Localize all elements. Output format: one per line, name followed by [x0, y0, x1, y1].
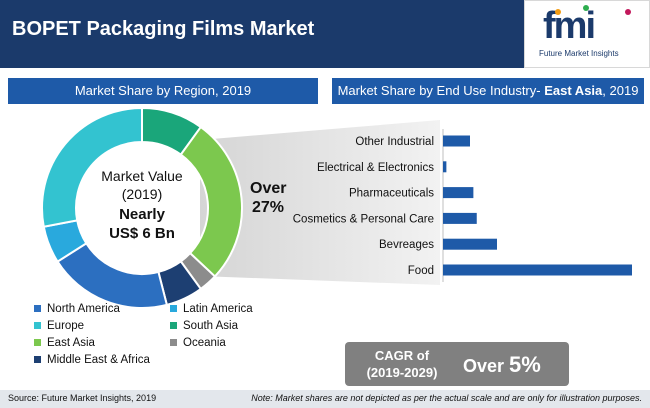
bar-label: Cosmetics & Personal Care [293, 213, 434, 225]
footer: Source: Future Market Insights, 2019 Not… [0, 390, 650, 408]
bar-label: Food [408, 265, 434, 277]
logo-dot-green [583, 5, 589, 11]
legend-label: Latin America [183, 303, 253, 315]
cagr-value: Over 5% [463, 352, 541, 378]
donut-center-line2: (2019) [121, 186, 163, 202]
bar-label: Other Industrial [355, 136, 434, 148]
cagr-box: CAGR of (2019-2029) Over 5% [345, 342, 569, 386]
legend-label: East Asia [47, 337, 95, 349]
page-title: BOPET Packaging Films Market [12, 18, 315, 40]
legend-item-latin-america: Latin America [170, 303, 253, 315]
donut-slice-europe [41, 106, 143, 228]
left-chart-title-band: Market Share by Region, 2019 [8, 78, 318, 104]
legend-item-east-asia: East Asia [34, 337, 95, 349]
legend-swatch [170, 305, 177, 313]
legend-item-middle-east-africa: Middle East & Africa [34, 354, 150, 366]
cagr-label-line2: (2019-2029) [366, 365, 438, 380]
bar-label: Pharmaceuticals [349, 188, 434, 200]
legend-swatch [34, 339, 41, 347]
callout-over: Over [250, 180, 287, 197]
donut-center-line3: Nearly [119, 206, 165, 223]
donut-center-line1: Market Value [101, 168, 183, 184]
right-chart-title-band: Market Share by End Use Industry- East A… [332, 78, 644, 104]
right-chart-title-bold: East Asia [544, 83, 603, 98]
legend-swatch [34, 305, 41, 313]
legend-swatch [34, 356, 41, 364]
legend-item-europe: Europe [34, 320, 84, 332]
logo-dot-orange [555, 9, 561, 15]
callout-percent: 27% [252, 199, 285, 216]
left-chart-title: Market Share by Region, 2019 [74, 83, 252, 98]
logo: fmi Future Market Insights [524, 0, 650, 68]
legend-item-oceania: Oceania [170, 337, 226, 349]
legend-label: Europe [47, 320, 85, 332]
cagr-label-line1: CAGR of [374, 348, 430, 363]
bar-electrical-electronics [443, 161, 447, 173]
legend-swatch [170, 322, 177, 330]
cagr-value-prefix: Over [463, 356, 510, 376]
bar-label: Bevreages [379, 239, 434, 251]
legend-swatch [170, 339, 177, 347]
cagr-value-number: 5% [509, 352, 541, 377]
bar-cosmetics-personal-care [443, 212, 477, 224]
donut-center-line4: US$ 6 Bn [109, 225, 175, 242]
bar-other-industrial [443, 135, 470, 147]
footer-source: Source: Future Market Insights, 2019 [8, 393, 157, 403]
legend-label: Middle East & Africa [47, 354, 150, 366]
right-chart-title-suffix: , 2019 [602, 83, 639, 98]
bar-bevreages [443, 238, 497, 250]
right-chart-title-prefix: Market Share by End Use Industry- [337, 83, 545, 98]
legend-label: North America [47, 303, 120, 315]
legend-label: South Asia [183, 320, 238, 332]
bar-food [443, 264, 632, 276]
logo-letters: fmi [543, 5, 596, 47]
legend-item-north-america: North America [34, 303, 120, 315]
cagr-label: CAGR of (2019-2029) [359, 347, 445, 381]
funnel-shape [200, 120, 440, 285]
legend-swatch [34, 322, 41, 330]
legend-label: Oceania [183, 337, 226, 349]
legend-item-south-asia: South Asia [170, 320, 238, 332]
bar-label: Electrical & Electronics [317, 162, 434, 174]
logo-dot-magenta [625, 9, 631, 15]
bar-pharmaceuticals [443, 187, 474, 199]
footer-note: Note: Market shares are not depicted as … [251, 393, 642, 403]
logo-subtitle: Future Market Insights [539, 49, 619, 58]
